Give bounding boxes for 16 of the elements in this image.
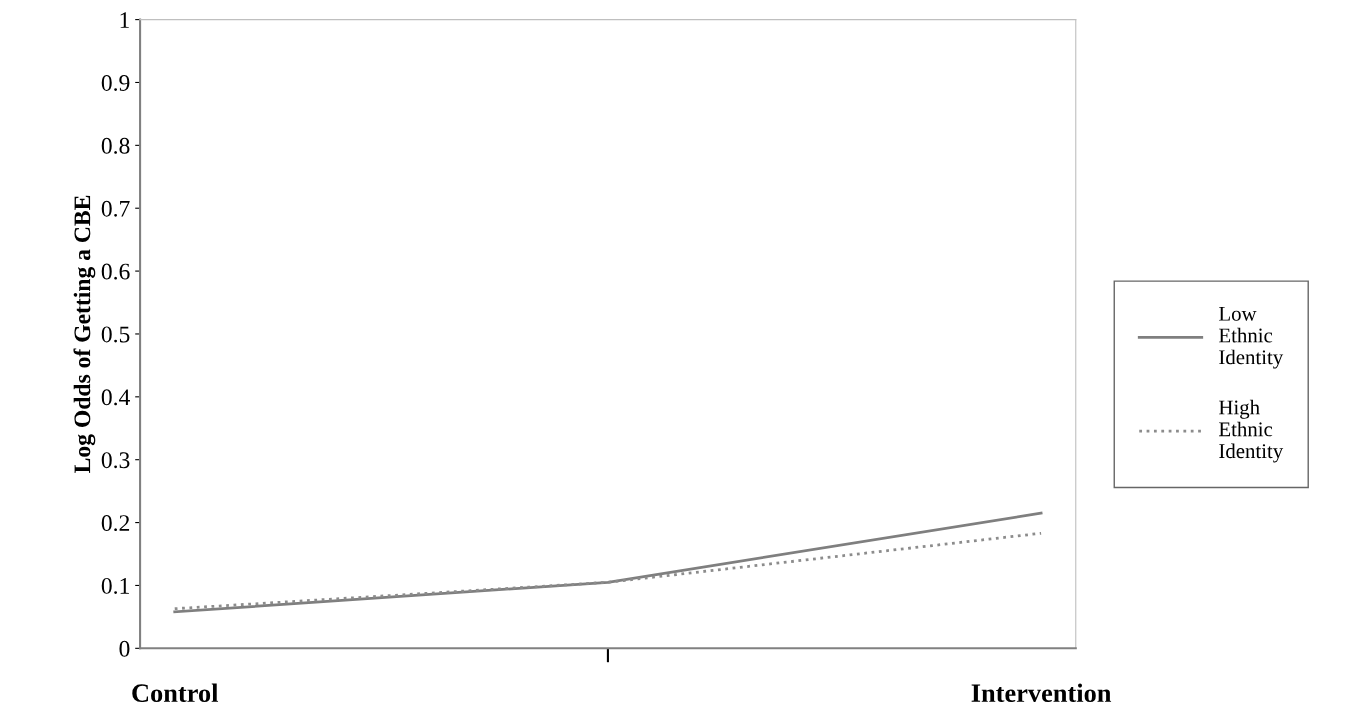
y-tick-label: 1: [120, 12, 129, 28]
y-tick-label: 0: [119, 640, 130, 657]
y-tick-label: 0.1: [101, 577, 129, 594]
x-tick-label: Control: [132, 683, 219, 703]
legend-label: High Ethnic Identity: [1219, 399, 1284, 463]
y-tick-label: 0.9: [101, 74, 130, 91]
y-tick-label: 0.3: [101, 452, 130, 469]
y-axis-title: Log Odds of Getting a CBE: [73, 195, 96, 473]
y-tick-label: 0.4: [101, 389, 130, 406]
y-tick-label: 0.8: [101, 137, 130, 154]
x-tick-label: Intervention: [971, 683, 1112, 703]
y-tick-label: 0.2: [101, 515, 130, 532]
y-tick-label: 0.7: [101, 200, 130, 217]
y-tick-label: 0.5: [101, 326, 130, 343]
legend-label: Low Ethnic Identity: [1219, 306, 1284, 369]
y-tick-label: 0.6: [101, 263, 130, 280]
